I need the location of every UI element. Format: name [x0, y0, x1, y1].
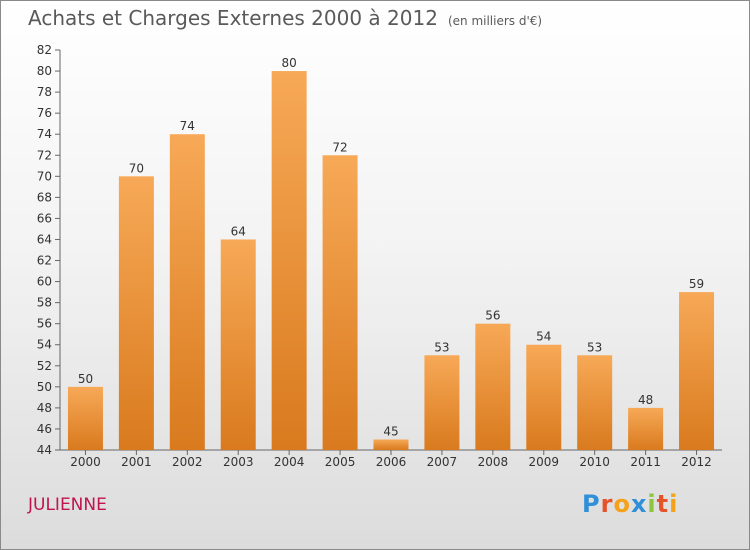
bar-value-label: 54 — [536, 330, 551, 344]
bar-value-label: 45 — [383, 424, 398, 438]
bar — [220, 239, 256, 450]
bar-value-label: 50 — [78, 372, 93, 386]
x-tick-label: 2004 — [274, 455, 305, 469]
logo-letter: r — [600, 490, 614, 518]
logo-letter: t — [656, 490, 670, 518]
y-tick-label: 80 — [37, 64, 52, 78]
bar-value-label: 48 — [638, 393, 653, 407]
y-tick-label: 50 — [37, 380, 52, 394]
bar — [424, 355, 460, 450]
y-tick-label: 56 — [37, 317, 52, 331]
title-text: Achats et Charges Externes 2000 à 2012 — [28, 6, 438, 30]
x-tick-label: 2000 — [70, 455, 101, 469]
logo-letter: i — [647, 490, 657, 518]
x-tick-label: 2001 — [121, 455, 152, 469]
y-tick-label: 54 — [37, 338, 52, 352]
x-tick-label: 2009 — [528, 455, 559, 469]
x-tick-label: 2003 — [223, 455, 254, 469]
bar — [628, 407, 664, 450]
logo-letter: o — [613, 490, 631, 518]
logo-letter: i — [669, 490, 679, 518]
bar — [67, 386, 103, 450]
bar — [475, 323, 511, 450]
y-tick-label: 82 — [37, 43, 52, 57]
x-tick-label: 2002 — [172, 455, 203, 469]
bar-value-label: 64 — [231, 224, 246, 238]
bar — [526, 344, 562, 450]
bar-value-label: 72 — [332, 140, 347, 154]
x-tick-label: 2011 — [630, 455, 661, 469]
x-tick-label: 2005 — [325, 455, 356, 469]
y-tick-label: 64 — [37, 232, 52, 246]
y-tick-label: 52 — [37, 359, 52, 373]
y-tick-label: 68 — [37, 190, 52, 204]
bar-value-label: 59 — [689, 277, 704, 291]
x-tick-label: 2012 — [681, 455, 712, 469]
y-tick-label: 74 — [37, 127, 52, 141]
proxiti-logo: Proxiti — [582, 490, 678, 518]
chart-title: Achats et Charges Externes 2000 à 2012 (e… — [28, 6, 542, 30]
bar-value-label: 70 — [129, 161, 144, 175]
bar — [679, 292, 715, 450]
bar — [322, 155, 358, 450]
y-tick-label: 46 — [37, 422, 52, 436]
y-tick-label: 76 — [37, 106, 52, 120]
y-tick-label: 44 — [37, 443, 52, 457]
y-tick-label: 48 — [37, 401, 52, 415]
y-tick-label: 60 — [37, 275, 52, 289]
y-tick-label: 62 — [37, 254, 52, 268]
logo-letter: P — [582, 490, 601, 518]
y-tick-label: 72 — [37, 148, 52, 162]
bar — [373, 439, 409, 450]
bar-value-label: 56 — [485, 309, 500, 323]
bar — [271, 71, 307, 450]
y-tick-label: 70 — [37, 169, 52, 183]
bar — [577, 355, 613, 450]
x-tick-label: 2008 — [478, 455, 509, 469]
logo-letter: x — [630, 490, 648, 518]
y-tick-label: 66 — [37, 211, 52, 225]
x-tick-label: 2010 — [579, 455, 610, 469]
commune-name: JULIENNE — [28, 495, 107, 515]
bar — [118, 176, 154, 450]
bar-value-label: 53 — [434, 340, 449, 354]
x-tick-label: 2006 — [376, 455, 407, 469]
bar-value-label: 74 — [180, 119, 195, 133]
chart-subtitle: (en milliers d'€) — [447, 14, 543, 28]
y-tick-label: 58 — [37, 296, 52, 310]
bar-value-label: 53 — [587, 340, 602, 354]
y-tick-label: 78 — [37, 85, 52, 99]
bar — [169, 134, 205, 451]
bar-value-label: 80 — [282, 56, 297, 70]
x-tick-label: 2007 — [427, 455, 458, 469]
